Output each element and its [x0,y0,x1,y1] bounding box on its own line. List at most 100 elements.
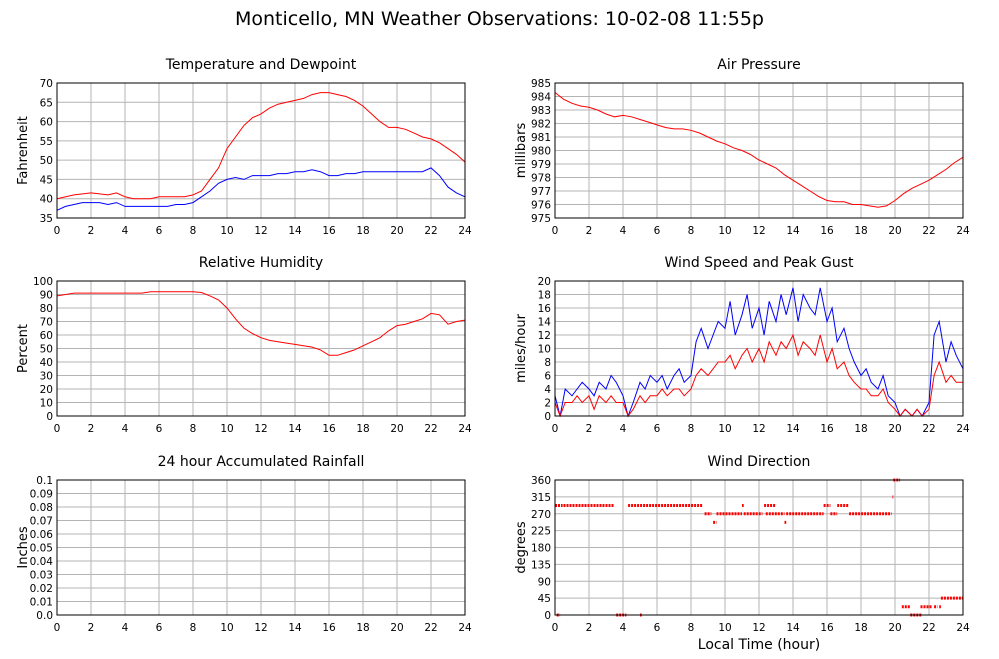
x-tick-label: 16 [820,622,834,634]
x-tick-label: 10 [718,622,731,634]
x-tick-label: 10 [220,225,233,237]
x-tick-label: 10 [718,225,731,237]
chart-title: 24 hour Accumulated Rainfall [158,454,365,470]
x-axis-label: Local Time (hour) [698,637,820,653]
x-tick-label: 2 [586,423,593,435]
x-tick-label: 8 [190,225,197,237]
y-tick-label: 0.1 [36,475,53,487]
y-tick-label: 80 [40,303,53,315]
y-tick-label: 40 [40,357,53,369]
x-tick-label: 14 [786,225,800,237]
x-tick-label: 12 [752,622,765,634]
y-axis-label: Inches [16,526,31,568]
y-tick-label: 90 [538,576,551,588]
x-tick-label: 20 [888,225,901,237]
x-tick-label: 2 [586,225,593,237]
y-tick-label: 0 [544,610,551,622]
y-tick-label: 135 [531,559,551,571]
x-tick-label: 24 [956,622,970,634]
x-tick-label: 4 [122,225,129,237]
y-tick-label: 984 [531,92,551,104]
x-tick-label: 6 [654,225,661,237]
series-line [554,333,963,418]
y-tick-label: 981 [531,132,551,144]
x-tick-label: 20 [888,622,901,634]
x-tick-label: 22 [424,423,437,435]
x-tick-label: 8 [190,622,197,634]
page-title: Monticello, MN Weather Observations: 10-… [234,8,764,30]
y-tick-label: 0.05 [30,543,53,555]
x-tick-label: 12 [254,622,267,634]
y-tick-label: 50 [40,155,53,167]
y-tick-label: 975 [531,213,551,225]
chart-title: Wind Speed and Peak Gust [665,255,854,271]
x-tick-label: 16 [820,225,834,237]
y-tick-label: 980 [531,146,551,158]
plot-frame [554,479,964,616]
x-tick-label: 16 [322,225,336,237]
y-tick-label: 14 [538,317,552,329]
y-tick-label: 976 [531,200,551,212]
y-tick-label: 0.04 [30,556,54,568]
y-tick-label: 55 [40,136,53,148]
x-tick-label: 2 [88,225,95,237]
y-tick-label: 985 [531,78,551,90]
plot-frame [56,82,466,219]
y-axis-label: Fahrenheit [16,116,31,185]
y-tick-label: 270 [531,509,551,521]
y-tick-label: 983 [531,105,551,117]
chart-title: Wind Direction [708,454,811,470]
y-axis-label: miles/hour [514,313,529,382]
chart-title: Temperature and Dewpoint [165,57,357,73]
chart-title: Relative Humidity [199,255,323,271]
y-tick-label: 0.02 [30,583,53,595]
x-tick-label: 20 [390,423,403,435]
y-tick-label: 100 [33,276,53,288]
y-tick-label: 982 [531,119,551,131]
x-tick-label: 20 [390,225,403,237]
y-tick-label: 0 [46,411,53,423]
x-tick-label: 22 [922,225,935,237]
y-tick-label: 0.03 [30,570,53,582]
y-tick-label: 60 [40,330,53,342]
plot-frame [56,479,466,616]
y-tick-label: 0.0 [36,610,53,622]
y-tick-label: 90 [40,290,53,302]
y-tick-label: 45 [538,593,551,605]
x-tick-label: 8 [688,423,695,435]
x-tick-label: 4 [620,225,627,237]
x-tick-label: 24 [458,423,472,435]
y-tick-label: 0.08 [30,502,53,514]
x-tick-label: 4 [122,622,129,634]
x-tick-label: 4 [122,423,129,435]
x-tick-label: 6 [156,622,163,634]
x-tick-label: 12 [752,225,765,237]
y-axis-label: degrees [514,521,529,574]
x-tick-label: 18 [356,423,369,435]
x-tick-label: 16 [820,423,834,435]
y-tick-label: 180 [531,543,551,555]
y-tick-label: 4 [544,384,551,396]
y-tick-label: 10 [538,344,551,356]
x-tick-label: 4 [620,622,627,634]
y-tick-label: 977 [531,186,551,198]
x-tick-label: 22 [922,622,935,634]
x-tick-label: 20 [390,622,403,634]
series-line [56,291,466,356]
x-tick-label: 2 [88,423,95,435]
x-tick-label: 22 [424,225,437,237]
x-tick-label: 10 [220,622,233,634]
x-tick-label: 18 [854,423,867,435]
y-tick-label: 8 [544,357,551,369]
y-tick-label: 20 [538,276,551,288]
x-tick-label: 22 [922,423,935,435]
y-tick-label: 315 [531,492,551,504]
x-tick-label: 10 [220,423,233,435]
x-tick-label: 16 [322,423,336,435]
y-tick-label: 0 [544,411,551,423]
y-tick-label: 10 [40,398,53,410]
y-tick-label: 40 [40,194,53,206]
x-tick-label: 24 [458,622,472,634]
x-tick-label: 14 [786,423,800,435]
